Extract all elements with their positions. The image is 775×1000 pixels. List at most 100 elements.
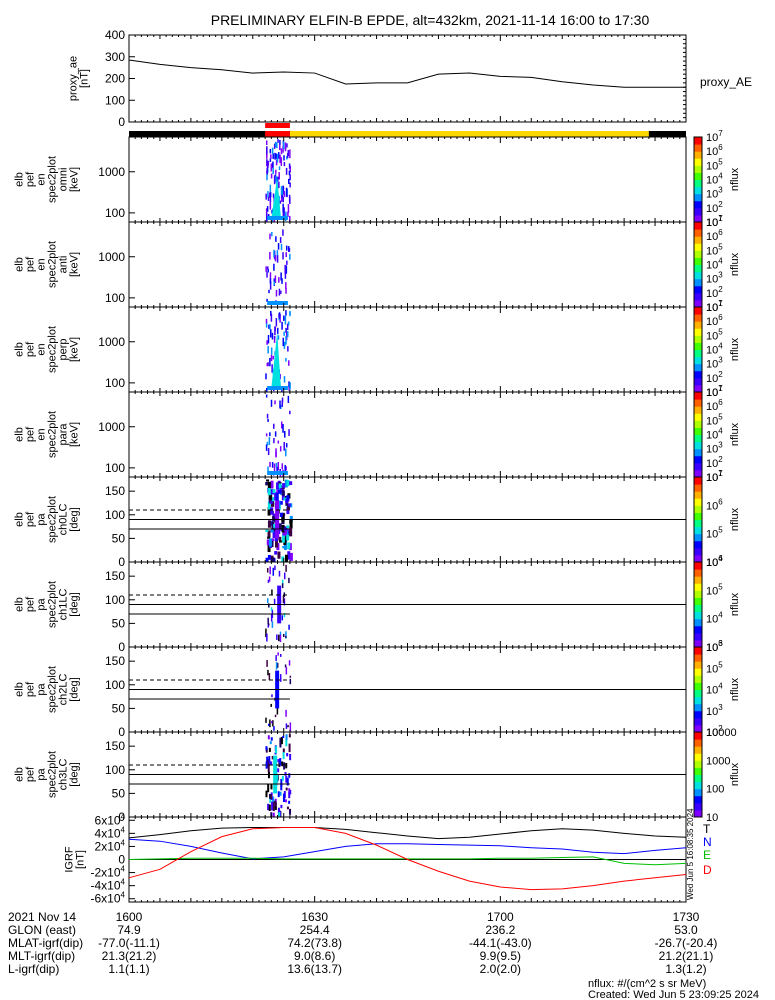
energy-panel-1-spectrogram-cell xyxy=(275,175,277,183)
energy-panel-2-spectrogram-cell xyxy=(273,281,275,285)
energy-panel-2-spectrogram-cell xyxy=(285,282,287,289)
pa-panel-2-ylabel-line: pa xyxy=(36,598,48,611)
pa-panel-1-ytick-label: 100 xyxy=(105,508,125,522)
pa-panel-3-spectrogram-cell xyxy=(285,709,287,717)
pa-panel-1-spectrogram-cell xyxy=(265,481,269,486)
pa-panel-4-ytick-label: 50 xyxy=(112,786,126,800)
pa-panel-2-colorbar-cell xyxy=(694,611,702,620)
energy-panel-1-spectrogram-cell xyxy=(266,206,269,212)
pa-panel-1-ylabel-line: elb xyxy=(14,512,26,527)
energy-panel-4-spectrogram-cell xyxy=(285,443,288,448)
pa-panel-2-spectrogram-cell xyxy=(271,589,273,596)
pa-panel-1-colorbar-cell xyxy=(694,512,702,520)
igrf-legend-T: T xyxy=(703,822,711,836)
energy-panel-1-colorbar-cell xyxy=(694,137,702,145)
energy-panel-1-spectrogram-cell xyxy=(267,191,269,198)
pa-panel-1-spectrogram-cell xyxy=(278,523,282,529)
energy-panel-4-spectrogram-cell xyxy=(267,466,269,474)
pa-panel-4-spectrogram-cell xyxy=(267,735,270,740)
energy-panel-4-colorbar-tick: 107 xyxy=(706,384,723,399)
energy-panel-3-spectrogram-cell xyxy=(267,334,270,344)
energy-panel-1-colorbar-tick: 103 xyxy=(706,186,723,201)
pa-panel-1-spectrogram-cell xyxy=(284,479,288,488)
pa-panel-1-colorbar-cell xyxy=(694,484,702,492)
pa-panel-2-spectrogram-cell xyxy=(276,634,278,641)
pa-panel-4-spectrogram-cell xyxy=(282,748,285,753)
energy-panel-1-spectrogram-cell xyxy=(286,143,288,148)
pa-panel-4-spectrogram-cell xyxy=(268,804,271,811)
pa-panel-1-spectrogram-cell xyxy=(283,497,287,501)
energy-panel-1-spectrogram-cell xyxy=(278,166,281,171)
energy-panel-3-spectrogram-base xyxy=(267,386,288,390)
energy-panel-3-spectrogram-cell xyxy=(266,340,269,345)
pa-panel-4-colorbar-tick: 1000 xyxy=(706,755,730,767)
pa-panel-4-spectrogram-cell xyxy=(282,793,285,803)
pa-panel-3-spectrogram-cell xyxy=(265,717,267,723)
pa-panel-4-spectrogram-cell xyxy=(270,737,273,741)
ephemeris-value: -26.7(-20.4) xyxy=(655,936,718,950)
energy-panel-2-spectrogram-cell xyxy=(266,298,268,302)
energy-panel-1-spectrogram-cell xyxy=(283,162,286,167)
energy-panel-2-colorbar-cell xyxy=(694,222,702,230)
pa-panel-2-spectrogram-cell xyxy=(268,576,271,582)
pa-panel-3-colorbar-cell xyxy=(694,689,702,698)
pa-panel-4-spectrogram-cell xyxy=(280,804,283,809)
energy-panel-1-spectrogram-cell xyxy=(269,200,272,210)
energy-panel-3-spectrogram-cell xyxy=(266,363,269,367)
pa-panel-3-spectrogram-cell xyxy=(268,673,271,681)
energy-panel-2-colorbar-tick: 106 xyxy=(706,228,723,243)
energy-panel-4-ylabel-line: [keV] xyxy=(69,422,81,447)
ephemeris-value: 1730 xyxy=(673,910,700,924)
energy-panel-4-colorbar-tick: 105 xyxy=(706,412,723,427)
energy-panel-2-spectrogram-cell xyxy=(271,231,273,237)
energy-panel-4-colorbar-cell xyxy=(694,469,702,478)
pa-panel-1-spectrogram-cell xyxy=(287,551,291,560)
energy-panel-3-spectrogram-cell xyxy=(270,347,273,355)
energy-panel-4-colorbar-label: nflux xyxy=(729,422,741,446)
energy-panel-3-spectrogram-cell xyxy=(279,374,282,380)
energy-panel-1-spectrogram-cell xyxy=(266,174,268,181)
energy-panel-3-colorbar-tick: 103 xyxy=(706,356,723,371)
pa-panel-1-colorbar-cell xyxy=(694,505,702,513)
pa-panel-3-spectrogram-cell xyxy=(274,714,277,718)
pa-panel-4-colorbar-cell xyxy=(694,795,702,804)
pa-panel-4-spectrogram-cell xyxy=(281,761,284,767)
pa-panel-4-spectrogram-cell xyxy=(270,812,273,818)
pa-panel-4-spectrogram-cell xyxy=(289,789,292,795)
energy-panel-4-spectrogram-cell xyxy=(281,400,284,407)
energy-panel-3-colorbar-cell xyxy=(694,356,702,365)
energy-panel-2-colorbar-cell xyxy=(694,271,702,280)
proxy-ae-ylabel-line: [nT] xyxy=(79,69,91,88)
energy-panel-1-ylabel-line: elb xyxy=(14,172,26,187)
energy-panel-1-spectrogram-cell xyxy=(279,200,282,204)
energy-panel-3-colorbar-cell xyxy=(694,314,702,322)
pa-panel-1-spectrogram-cell xyxy=(286,505,290,511)
igrf-ytick-label: -2x104 xyxy=(91,865,126,880)
energy-panel-4-spectrogram-cell xyxy=(274,400,276,405)
energy-panel-2-colorbar-cell xyxy=(694,264,702,273)
energy-panel-2-spectrogram-cell xyxy=(265,266,267,272)
energy-panel-3-spectrogram-cell xyxy=(271,332,274,340)
energy-panel-3-colorbar-tick: 107 xyxy=(706,299,723,314)
pa-panel-2-colorbar-cell xyxy=(694,632,702,641)
pa-panel-2-colorbar-cell xyxy=(694,604,702,613)
pa-panel-2-spectrogram-cell xyxy=(269,566,271,575)
pa-panel-3-ytick-label: 100 xyxy=(105,678,125,692)
energy-panel-3-colorbar-cell xyxy=(694,342,702,350)
energy-panel-1-spectrogram-cell xyxy=(272,153,274,160)
energy-panel-1-ylabel-line: pef xyxy=(25,171,37,187)
pa-panel-2-ylabel-line: ch1LC xyxy=(58,589,70,621)
pa-panel-3-spectrogram-cell xyxy=(289,675,292,678)
energy-panel-1-ytick-label: 1000 xyxy=(98,165,125,179)
pa-panel-3-colorbar-cell xyxy=(694,710,702,719)
energy-panel-3-spectrogram-cell xyxy=(289,310,291,315)
pa-panel-4-spectrogram-cell xyxy=(268,756,271,763)
pa-panel-3-spectrogram-cell xyxy=(267,723,270,726)
pa-panel-2-spectrogram-cell xyxy=(266,598,269,604)
pa-panel-4-spectrogram-cell xyxy=(280,736,283,745)
pa-panel-2-spectrogram-cell xyxy=(281,579,284,587)
pa-panel-1-spectrogram-cell xyxy=(274,538,278,548)
energy-panel-3-spectrogram-cell xyxy=(288,360,290,366)
energy-panel-3-spectrogram-cell xyxy=(283,331,285,336)
energy-panel-2-spectrogram-cell xyxy=(269,278,272,284)
